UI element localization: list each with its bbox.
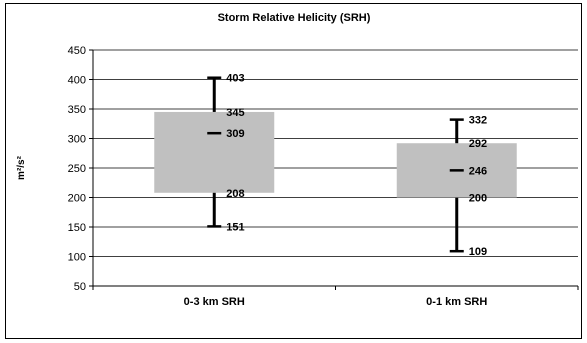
boxes: 403 345 309 208 151 332 292 246 200 109: [154, 73, 517, 258]
y-tick-labels: 50 100 150 200 250 300 350 400 450: [68, 45, 86, 293]
y-tick-label: 100: [68, 252, 86, 264]
y-tick-label: 250: [68, 163, 86, 175]
y-tick-label: 300: [68, 134, 86, 146]
median-label: 309: [226, 128, 244, 140]
q1-label: 208: [226, 188, 244, 200]
box-1: 403 345 309 208 151: [154, 73, 275, 233]
median-label: 246: [469, 165, 487, 177]
max-label: 403: [226, 73, 244, 85]
box-2: 332 292 246 200 109: [396, 115, 517, 258]
category-labels: 0-3 km SRH 0-1 km SRH: [184, 296, 488, 308]
y-tick-label: 50: [74, 281, 86, 293]
y-axis-label: m²/s²: [16, 155, 27, 180]
q1-label: 200: [469, 193, 487, 205]
y-tick-label: 150: [68, 222, 86, 234]
category-label: 0-3 km SRH: [184, 296, 245, 308]
q3-label: 292: [469, 138, 487, 150]
category-label: 0-1 km SRH: [426, 296, 487, 308]
chart-title: Storm Relative Helicity (SRH): [218, 12, 371, 24]
y-tick-label: 400: [68, 75, 86, 87]
q3-label: 345: [226, 107, 244, 119]
min-label: 109: [469, 246, 487, 258]
y-tick-label: 450: [68, 45, 86, 57]
min-label: 151: [226, 221, 244, 233]
max-label: 332: [469, 115, 487, 127]
box-body: [154, 111, 275, 193]
y-tick-label: 350: [68, 104, 86, 116]
y-tick-label: 200: [68, 193, 86, 205]
axes: [89, 49, 579, 290]
